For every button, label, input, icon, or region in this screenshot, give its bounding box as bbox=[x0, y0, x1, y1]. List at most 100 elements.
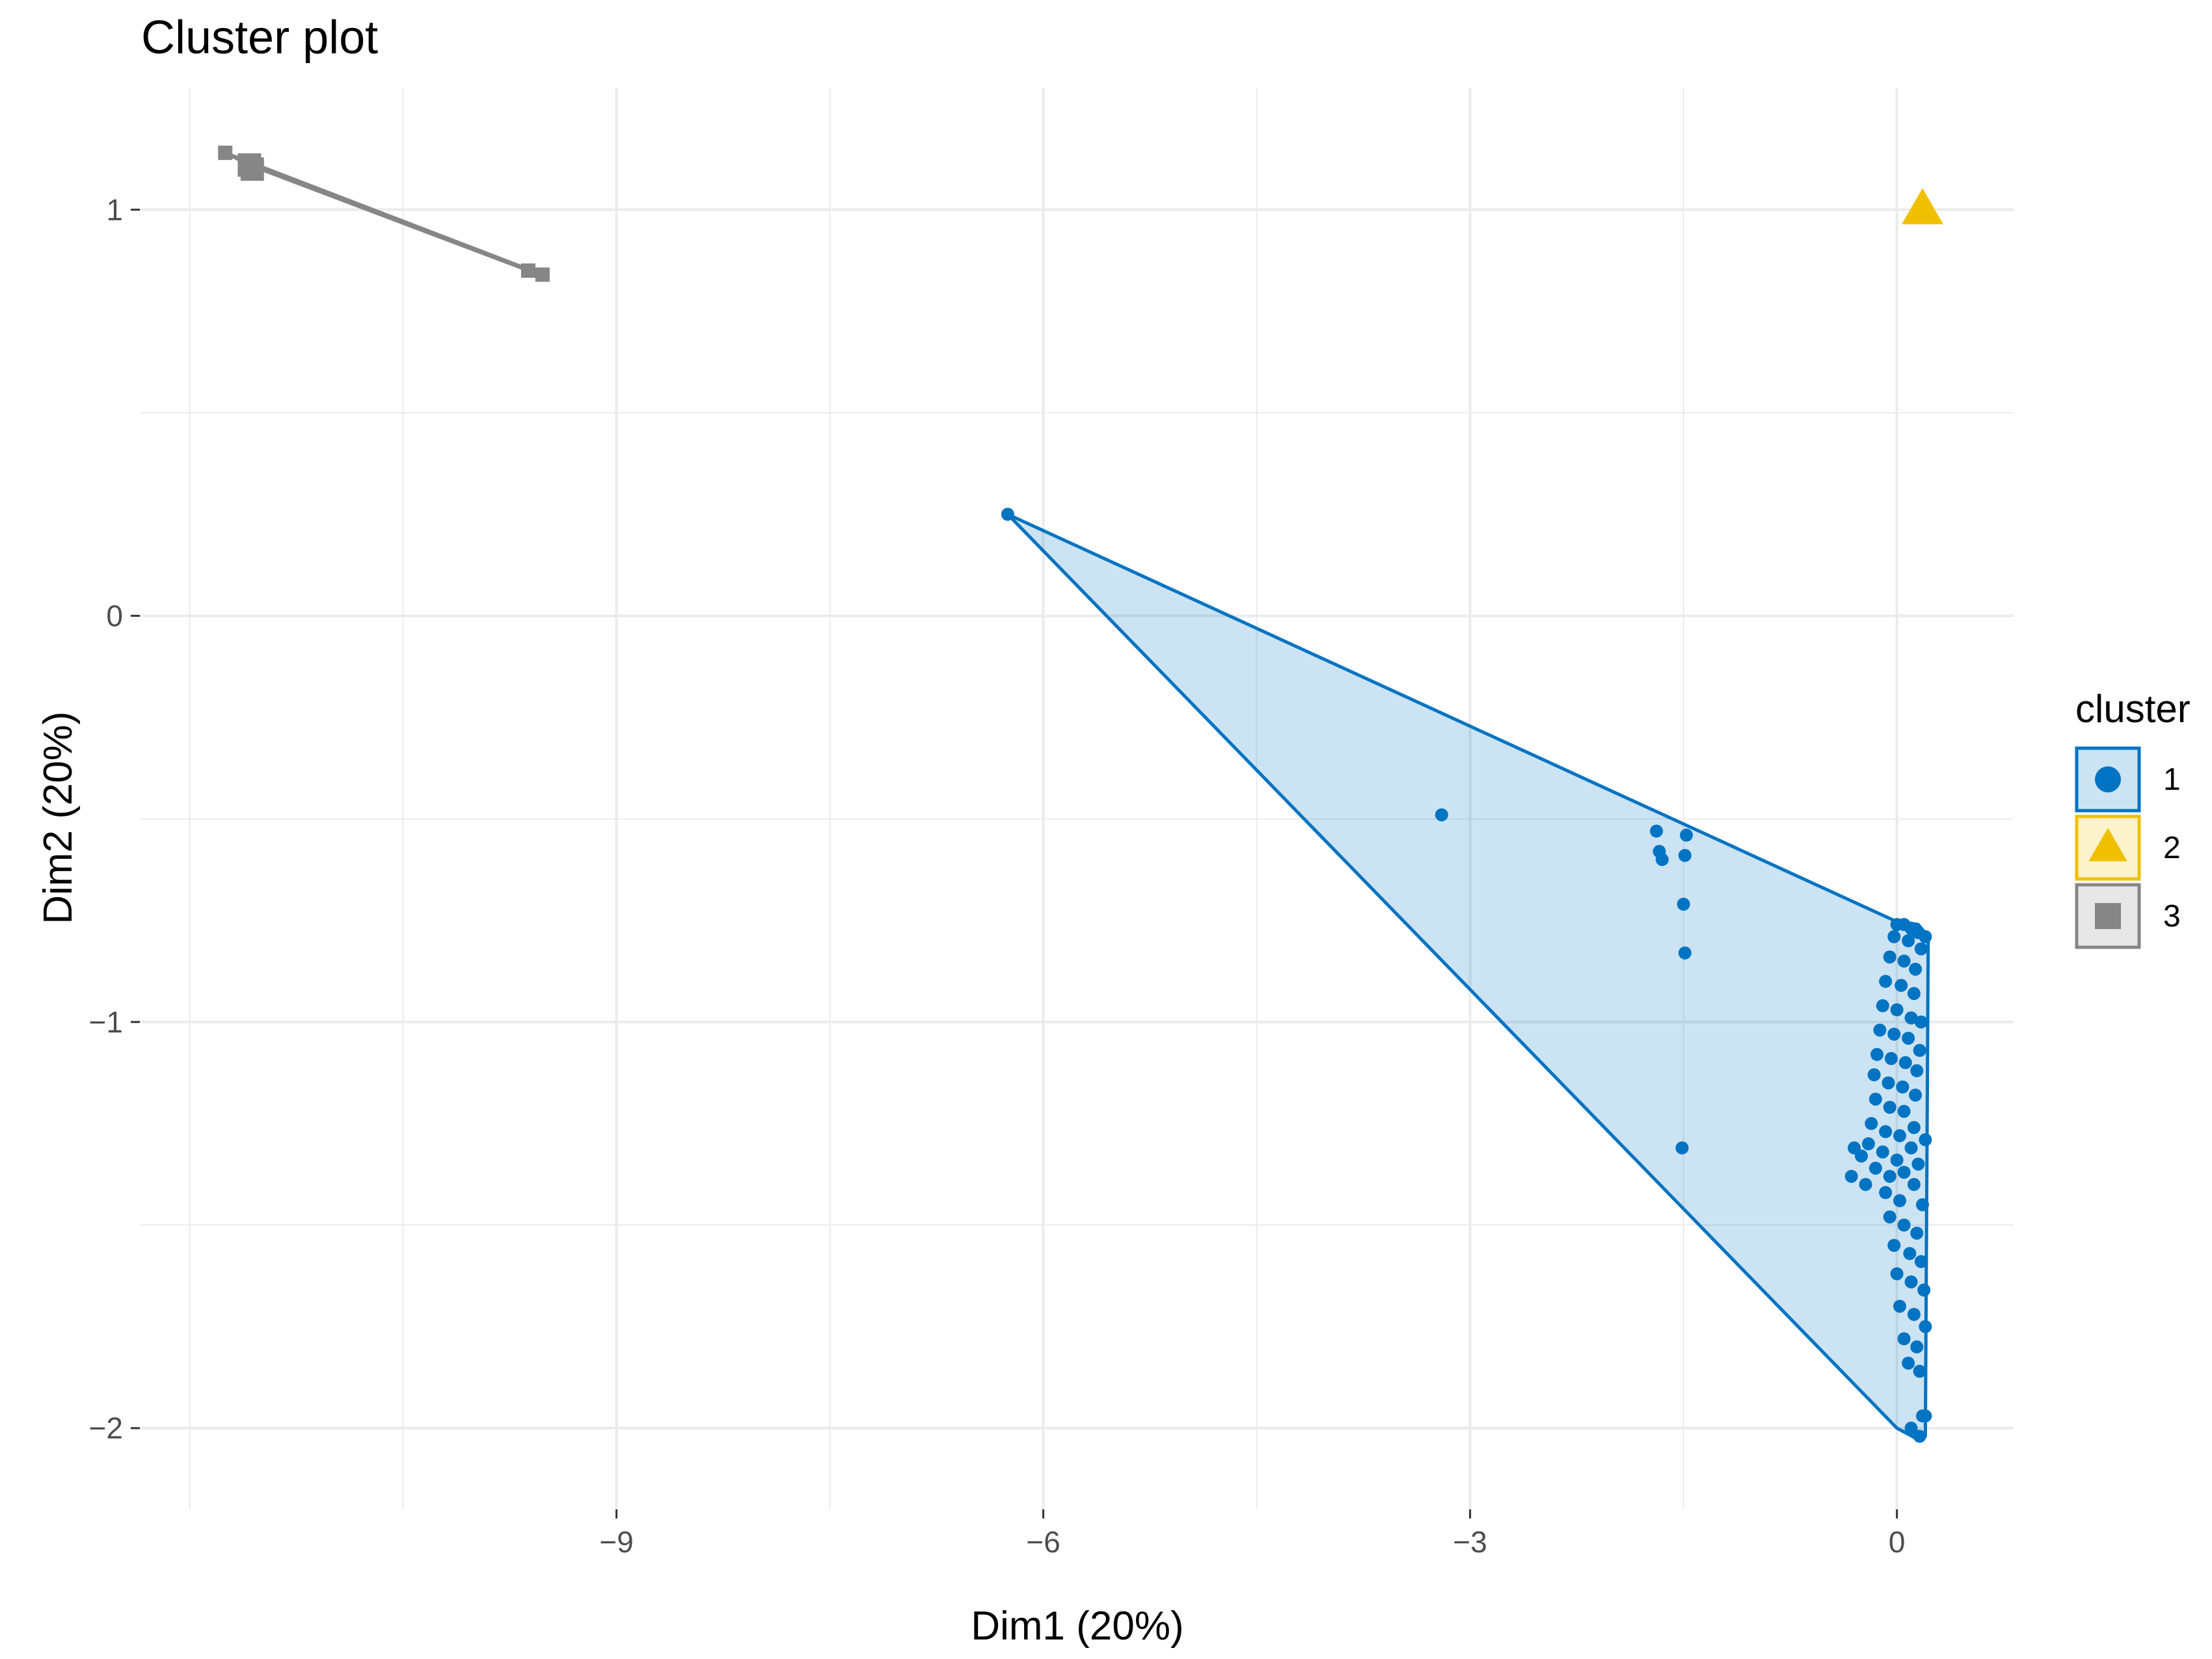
axis-ticks: −9 −6 −3 0 −2 −1 0 1 bbox=[89, 193, 1906, 1559]
cluster-1-point bbox=[1916, 1198, 1930, 1211]
cluster-1-point bbox=[1919, 930, 1932, 943]
x-tick-label: −6 bbox=[1026, 1525, 1060, 1559]
cluster-1-point bbox=[1914, 1015, 1928, 1029]
cluster-1-point bbox=[1919, 1409, 1932, 1423]
cluster-1-point bbox=[1913, 1429, 1926, 1443]
cluster-3-point bbox=[240, 157, 264, 181]
cluster-1-point bbox=[1883, 1100, 1896, 1114]
cluster-3-point bbox=[535, 267, 550, 282]
legend-title: cluster bbox=[2075, 687, 2191, 731]
cluster-1-point bbox=[1919, 1320, 1932, 1334]
legend-label-2: 2 bbox=[2163, 831, 2181, 865]
cluster-1-point bbox=[1904, 1275, 1918, 1289]
cluster-1-point bbox=[1897, 1105, 1911, 1118]
cluster-1-point bbox=[1868, 1092, 1882, 1106]
cluster-1-point bbox=[1879, 975, 1893, 988]
cluster-1-point bbox=[1909, 1088, 1922, 1102]
cluster-1-point bbox=[1913, 1364, 1926, 1378]
cluster-1-point bbox=[1896, 1080, 1909, 1094]
cluster-1-point bbox=[1876, 999, 1889, 1012]
cluster-1-point bbox=[1870, 1047, 1884, 1061]
legend-label-3: 3 bbox=[2163, 899, 2181, 934]
cluster-1-point bbox=[1859, 1178, 1872, 1191]
cluster-1-point bbox=[1910, 1340, 1924, 1354]
cluster-1-point bbox=[1887, 930, 1901, 943]
y-tick-label: 1 bbox=[106, 193, 123, 226]
chart-title: Cluster plot bbox=[141, 12, 378, 64]
cluster-1-point bbox=[1907, 987, 1921, 1001]
cluster-1-point bbox=[1861, 1137, 1875, 1151]
cluster-1-point bbox=[1919, 1133, 1932, 1146]
cluster-1-point bbox=[1678, 946, 1692, 960]
legend-marker-3 bbox=[2095, 903, 2121, 929]
cluster-1-point bbox=[1904, 1011, 1918, 1025]
cluster-1-point bbox=[1904, 1141, 1918, 1155]
cluster-1-point bbox=[1911, 1157, 1925, 1171]
cluster-1-point bbox=[1848, 1141, 1861, 1155]
cluster-1-point bbox=[1903, 1247, 1917, 1260]
cluster-1-point bbox=[1904, 1422, 1918, 1435]
cluster-1-point bbox=[1913, 1044, 1926, 1057]
cluster-1-point bbox=[1867, 1068, 1881, 1082]
cluster-1-point bbox=[1844, 1170, 1858, 1183]
cluster-1-point bbox=[1680, 828, 1693, 842]
cluster-1-point bbox=[1907, 1308, 1921, 1321]
legend: cluster 1 2 3 bbox=[2075, 687, 2191, 949]
cluster-1-point bbox=[1883, 1210, 1896, 1224]
cluster-1-point bbox=[1865, 1116, 1878, 1130]
cluster-1-point bbox=[1868, 1161, 1882, 1175]
cluster-1-point bbox=[1884, 1052, 1898, 1066]
cluster-points bbox=[218, 145, 1943, 1443]
y-tick-label: −2 bbox=[89, 1411, 123, 1445]
cluster-1-point bbox=[1895, 978, 1908, 992]
cluster-1-point bbox=[1873, 1023, 1887, 1037]
cluster-1-point bbox=[1897, 1332, 1911, 1345]
cluster-1-point bbox=[1887, 1027, 1901, 1041]
cluster-1-point bbox=[1910, 1064, 1924, 1077]
cluster-1-point bbox=[1677, 897, 1690, 911]
cluster-1-point bbox=[1907, 1121, 1921, 1135]
cluster-1-point bbox=[1890, 1267, 1904, 1280]
cluster-1-point bbox=[1001, 507, 1014, 521]
cluster-1-point bbox=[1893, 1129, 1907, 1142]
cluster-1-point bbox=[1887, 1239, 1901, 1252]
cluster-1-point bbox=[1902, 934, 1915, 947]
legend-label-1: 1 bbox=[2163, 762, 2181, 797]
cluster-1-point bbox=[1883, 1170, 1896, 1183]
y-tick-label: 0 bbox=[106, 599, 123, 633]
cluster-1-point bbox=[1910, 1226, 1924, 1240]
cluster-1-point bbox=[1435, 808, 1448, 822]
x-tick-label: −3 bbox=[1453, 1525, 1487, 1559]
x-axis-title: Dim1 (20%) bbox=[971, 1604, 1183, 1649]
cluster-1-point bbox=[1914, 1255, 1928, 1269]
cluster-1-point bbox=[1890, 1153, 1904, 1167]
cluster-1-point bbox=[1675, 1141, 1689, 1155]
legend-marker-2 bbox=[2088, 828, 2127, 861]
cluster-1-point bbox=[1914, 942, 1928, 956]
cluster-1-point bbox=[1897, 1165, 1911, 1179]
x-tick-label: 0 bbox=[1889, 1525, 1906, 1559]
cluster-1-point bbox=[1883, 950, 1896, 964]
cluster-2-point bbox=[1902, 188, 1943, 224]
cluster-1-point bbox=[1898, 1056, 1912, 1070]
cluster-1-point bbox=[1879, 1125, 1893, 1139]
major-gridlines bbox=[140, 88, 2014, 1509]
x-tick-label: −9 bbox=[599, 1525, 633, 1559]
y-axis-title: Dim2 (20%) bbox=[36, 711, 81, 924]
y-tick-label: −1 bbox=[89, 1005, 123, 1039]
cluster-1-point bbox=[1882, 1076, 1895, 1090]
cluster-1-point bbox=[1890, 1003, 1904, 1017]
cluster-3-point bbox=[218, 145, 233, 160]
cluster-1-point bbox=[1897, 1219, 1911, 1232]
cluster-1-point bbox=[1907, 1178, 1921, 1191]
cluster-1-point bbox=[1655, 853, 1669, 867]
cluster-1-point bbox=[1897, 954, 1911, 968]
cluster-1-point bbox=[1876, 1145, 1889, 1159]
cluster-1-point bbox=[1678, 848, 1692, 862]
cluster-1-point bbox=[1917, 1283, 1931, 1297]
cluster-1-point bbox=[1893, 1194, 1907, 1207]
cluster-3-point bbox=[520, 263, 535, 278]
cluster-1-point bbox=[1893, 1299, 1907, 1313]
